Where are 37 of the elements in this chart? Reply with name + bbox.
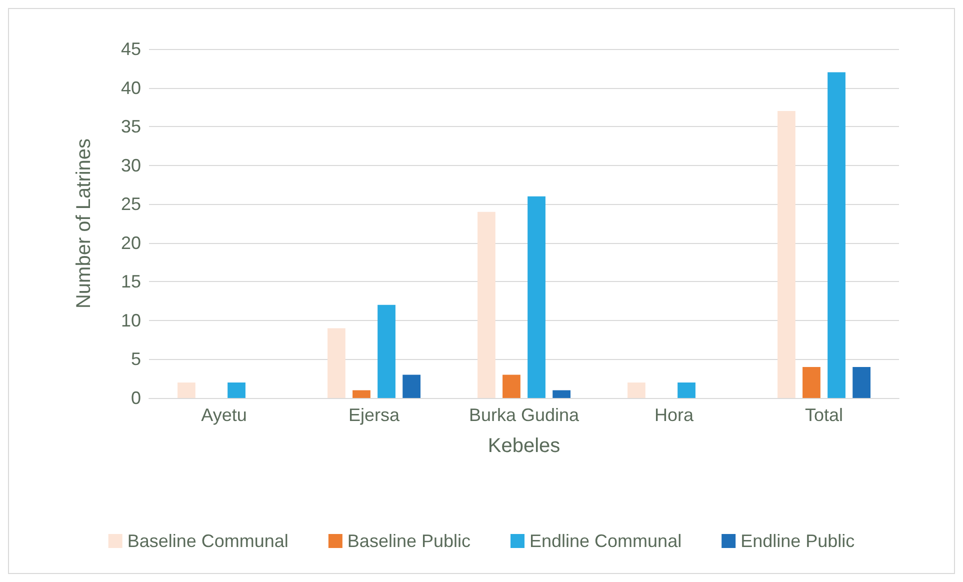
y-tick-label: 30 (120, 155, 141, 176)
legend-label: Endline Public (740, 531, 855, 551)
y-tick-label: 45 (120, 39, 141, 59)
bar (378, 304, 396, 398)
x-axis-title: Kebeles (488, 435, 560, 457)
y-tick-label: 20 (120, 232, 141, 253)
bar (678, 382, 696, 398)
bar (802, 366, 820, 398)
x-tick-label: Ayetu (201, 405, 247, 425)
y-tick-label: 35 (120, 116, 141, 137)
y-tick-label: 10 (120, 310, 141, 330)
bar (478, 212, 496, 398)
y-tick-label: 5 (130, 349, 141, 370)
y-tick-label: 25 (120, 194, 141, 214)
legend-label: Baseline Public (347, 531, 471, 551)
bar (402, 374, 420, 398)
x-tick-label: Burka Gudina (468, 405, 580, 425)
bar (528, 196, 546, 398)
bar (628, 382, 646, 398)
bar (352, 390, 370, 398)
y-tick-label: 0 (130, 388, 141, 408)
x-tick-label: Ejersa (348, 405, 400, 425)
legend-label: Endline Communal (530, 531, 682, 551)
bar (178, 382, 196, 398)
bar (502, 374, 520, 398)
y-tick-label: 40 (120, 78, 141, 98)
x-tick-label: Hora (654, 405, 694, 425)
bar (778, 111, 796, 398)
legend-label: Baseline Communal (127, 531, 288, 551)
y-axis-title: Number of Latrines (73, 138, 95, 309)
bar (552, 390, 570, 398)
bar (228, 382, 246, 398)
bar (328, 328, 346, 398)
x-tick-label: Total (804, 405, 844, 425)
y-tick-label: 15 (120, 272, 141, 292)
bar (852, 366, 870, 398)
bar (828, 72, 846, 398)
